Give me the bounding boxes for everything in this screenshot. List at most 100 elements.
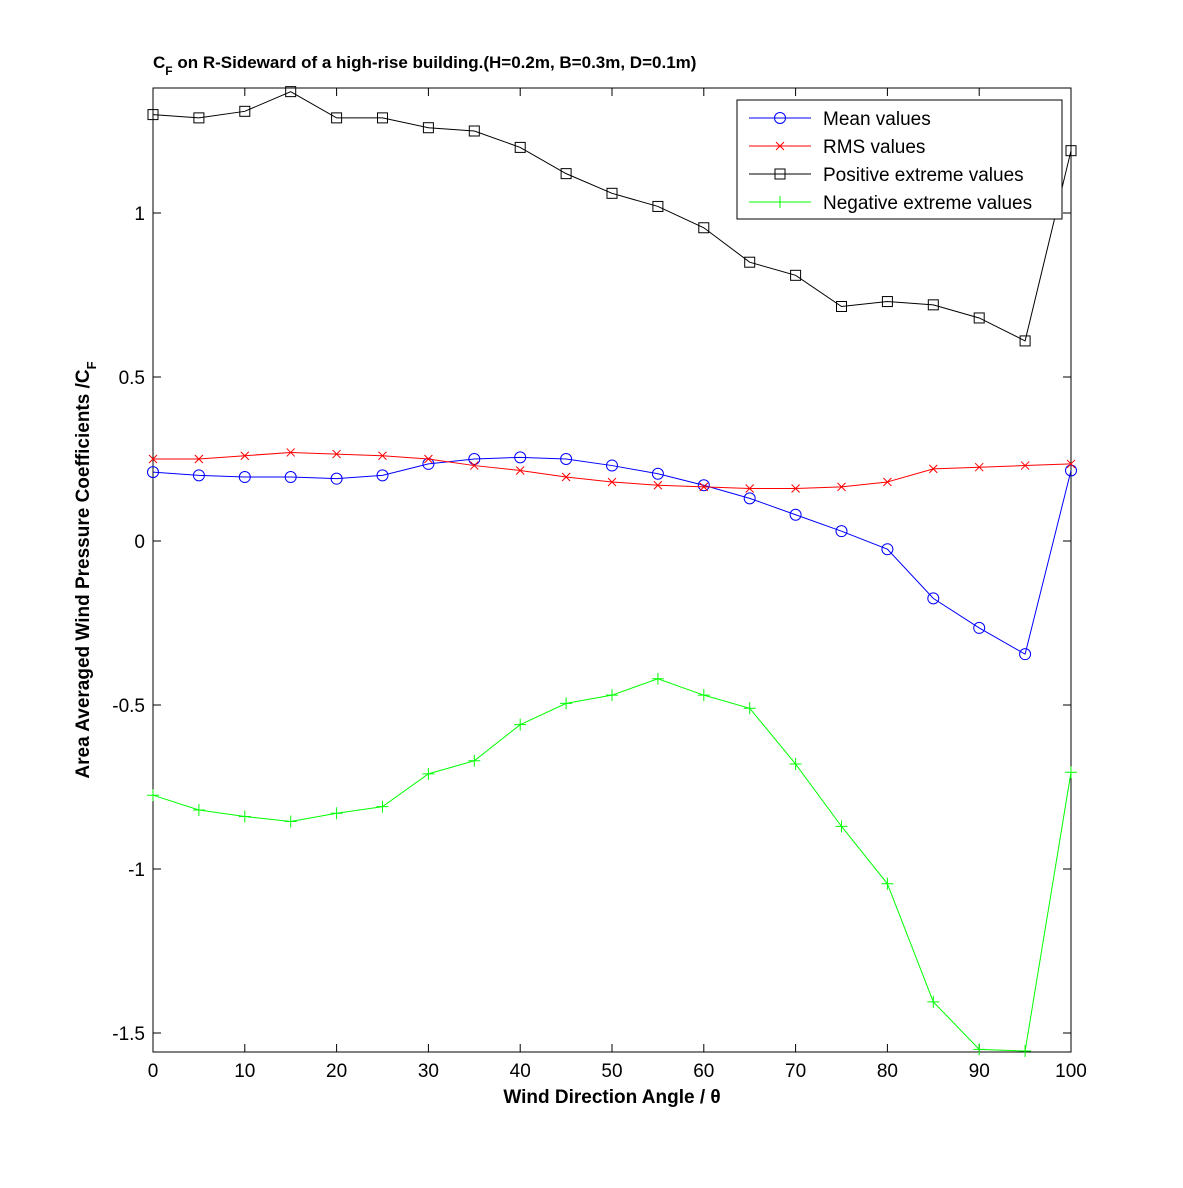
data-point [927,299,939,311]
data-point [743,492,756,505]
data-point [468,754,481,767]
legend-label: Mean values [823,109,931,130]
data-point [376,800,389,813]
legend-label: Negative extreme values [823,193,1032,214]
data-point [515,466,525,475]
y-tick-label: -1.5 [112,1024,145,1045]
data-point [1065,145,1077,157]
data-point [514,451,527,464]
data-point [422,767,435,780]
data-point [468,453,481,465]
legend-box [736,99,1063,220]
data-point [928,464,938,474]
series-line [152,91,1072,342]
legend-item-mean-values: Mean values [749,109,931,130]
data-point [1019,648,1032,661]
data-point [469,461,479,470]
data-point [147,109,159,121]
data-point [927,592,940,605]
data-point [973,621,986,634]
data-point [192,803,205,816]
data-point [192,469,205,482]
legend-label: RMS values [823,137,925,158]
data-point [560,168,572,180]
data-point [1065,464,1077,477]
legend-marker [774,196,786,208]
legend-item-positive-extreme-values: Positive extreme values [749,165,1024,186]
data-point [1020,461,1030,470]
legend-label: Positive extreme values [823,165,1024,186]
data-point [835,820,848,833]
data-point [835,525,848,538]
y-tick-label: -0.5 [112,696,145,717]
data-point [881,543,894,556]
data-point [286,448,296,457]
series-mean-values [147,451,1077,661]
data-point [194,454,204,464]
data-point [744,256,756,268]
data-point [240,451,250,461]
data-point [284,815,297,828]
data-point [378,451,387,461]
x-tick-label: 0 [148,1061,159,1082]
y-tick-label: -1 [128,860,145,881]
x-tick-label: 40 [510,1061,531,1082]
data-point [468,125,480,137]
data-point [147,466,159,479]
data-point [883,477,892,487]
x-tick-label: 100 [1055,1061,1087,1082]
y-tick-label: 0.5 [119,368,145,389]
data-point [238,471,251,484]
data-point [239,105,251,117]
data-point [424,454,433,464]
data-point [836,300,847,312]
y-axis-label: Area Averaged Wind Pressure Coefficients… [73,361,99,778]
data-point [651,672,664,685]
data-point [698,222,710,234]
data-point [1019,1045,1032,1058]
data-point [789,508,802,521]
axis-ticks: 0 10 20 30 40 50 60 70 80 90 100 -1.5 -1 -0.5 0 0.5 1 [112,88,1087,1082]
legend: Mean values RMS values Positive extreme va… [736,99,1063,220]
x-axis-label: Wind Direction Angle / θ [503,1087,720,1108]
data-point [699,482,709,492]
data-point [147,789,159,802]
data-point [332,449,341,459]
data-point [652,200,664,212]
data-point [376,469,389,482]
data-point [881,296,893,308]
data-point [651,467,664,480]
data-point [927,995,940,1008]
data-point [1066,459,1076,469]
data-point [974,462,984,472]
data-point [745,484,755,493]
data-point [285,86,297,98]
data-point [606,689,618,702]
data-point [422,122,434,134]
x-tick-label: 50 [601,1061,622,1082]
data-point [514,718,527,731]
data-point [697,479,710,492]
y-tick-label: 0 [134,532,145,553]
series-layer [147,86,1077,1058]
data-point [837,482,846,492]
chart-title: CF on R-Sideward of a high-rise building… [153,53,696,78]
data-point [653,480,663,490]
plot-area [152,87,1072,1053]
series-rms-values [148,448,1076,493]
data-point [606,187,618,199]
data-point [790,269,802,281]
data-point [561,472,571,482]
x-tick-label: 10 [234,1061,255,1082]
data-point [881,877,894,890]
legend-item-rms-values: RMS values [749,137,925,158]
y-tick-label: 1 [134,204,145,225]
data-point [789,758,802,771]
x-tick-label: 90 [969,1061,990,1082]
data-point [330,472,343,485]
x-tick-label: 80 [877,1061,898,1082]
x-tick-label: 70 [785,1061,806,1082]
data-point [606,459,618,472]
